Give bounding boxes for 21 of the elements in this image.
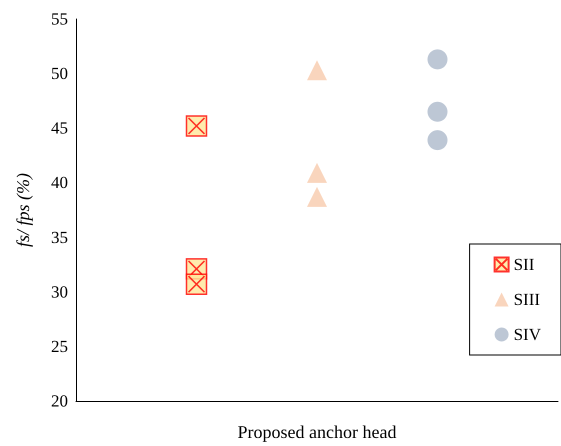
point <box>307 186 327 207</box>
y-tick-label: 25 <box>51 336 68 356</box>
point <box>428 49 448 70</box>
point <box>307 162 327 183</box>
y-tick-label: 20 <box>51 392 68 410</box>
y-tick-label: 35 <box>51 228 68 247</box>
point <box>186 273 208 295</box>
y-tick-label: 45 <box>51 118 68 138</box>
legend-label: SIV <box>514 325 542 344</box>
y-tick-label: 50 <box>51 64 68 84</box>
legend-label: SIII <box>514 290 540 309</box>
legend-label: SII <box>514 255 535 274</box>
y-tick-label: 55 <box>51 10 68 28</box>
point <box>428 102 448 122</box>
point <box>428 130 448 150</box>
y-tick-label: 40 <box>51 173 68 192</box>
point <box>307 60 327 80</box>
point <box>186 115 208 137</box>
x-axis-title: Proposed anchor head <box>238 422 396 442</box>
y-tick-label: 30 <box>51 282 68 302</box>
y-axis-title: fs/ fps (%) <box>13 173 33 247</box>
